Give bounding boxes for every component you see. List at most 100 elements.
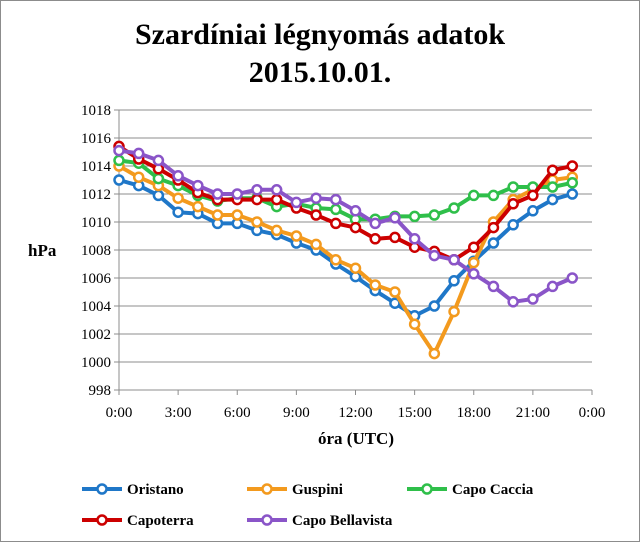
data-point — [172, 170, 184, 182]
data-point — [448, 275, 460, 287]
data-point — [487, 237, 500, 249]
legend-label: Capoterra — [127, 513, 194, 529]
data-point — [192, 179, 204, 192]
legend-label: Oristano — [127, 482, 184, 498]
y-tick-label: 1014 — [81, 159, 112, 175]
data-point — [428, 347, 441, 360]
legend-swatch-marker — [96, 514, 108, 526]
data-point — [349, 205, 362, 217]
data-point — [310, 238, 322, 251]
data-point — [310, 209, 322, 221]
series-0 — [113, 174, 579, 322]
data-point — [389, 297, 401, 309]
data-point — [270, 224, 283, 237]
data-point — [487, 280, 500, 293]
data-point — [132, 171, 145, 183]
data-point — [132, 147, 145, 160]
legend-swatch-marker — [96, 483, 108, 495]
data-point — [369, 217, 381, 230]
gridlines — [119, 109, 592, 391]
data-point — [330, 203, 342, 216]
legend-label: Capo Bellavista — [292, 513, 393, 529]
x-tick-label: 15:00 — [398, 405, 432, 421]
x-tick-label: 18:00 — [457, 405, 491, 421]
data-point — [113, 174, 125, 186]
legend-item: Oristano — [82, 482, 184, 498]
legend: Oristano Guspini Capo Caccia Capoterra Capo … — [82, 482, 534, 529]
data-point — [330, 254, 342, 266]
data-point — [330, 193, 342, 206]
data-point — [211, 209, 224, 221]
data-point — [389, 286, 401, 298]
data-point — [507, 296, 519, 308]
data-point — [566, 160, 579, 172]
y-tick-label: 1010 — [81, 215, 111, 231]
data-point — [389, 212, 401, 224]
y-tick-label: 1018 — [81, 103, 111, 119]
y-tick-label: 1012 — [81, 187, 111, 203]
y-tick-label: 1016 — [81, 131, 112, 147]
x-tick-label: 6:00 — [224, 405, 251, 421]
legend-item: Capo Bellavista — [247, 513, 393, 529]
data-point — [468, 189, 480, 202]
x-tick-label: 12:00 — [338, 405, 372, 421]
data-point — [428, 300, 441, 312]
data-point — [408, 233, 421, 245]
y-axis-ticks: 998 1000 1002 1004 1006 1008 1010 1012 1014 1016 1… — [81, 103, 119, 399]
data-point — [172, 206, 184, 218]
legend-item: Guspini — [247, 482, 343, 498]
data-point — [349, 221, 362, 234]
data-point — [172, 192, 184, 204]
x-tick-label: 0:00 — [579, 405, 606, 421]
data-point — [487, 221, 500, 234]
series-1 — [113, 160, 579, 360]
legend-swatch-marker — [261, 483, 273, 495]
data-point — [546, 193, 559, 206]
data-point — [448, 202, 460, 214]
data-point — [566, 188, 579, 200]
y-tick-label: 1000 — [81, 355, 111, 371]
legend-item: Capo Caccia — [407, 482, 534, 498]
data-point — [152, 189, 165, 202]
data-point — [507, 198, 519, 210]
y-tick-label: 1006 — [81, 271, 112, 287]
data-point — [152, 154, 165, 167]
data-point — [251, 216, 263, 228]
data-point — [408, 318, 421, 330]
data-point — [507, 219, 519, 231]
data-point — [369, 233, 381, 245]
data-point — [270, 193, 283, 206]
y-tick-label: 1002 — [81, 327, 111, 343]
data-point — [468, 241, 480, 253]
data-point — [546, 280, 559, 293]
chart-title-line-2: 2015.10.01. — [249, 56, 392, 89]
data-point — [468, 268, 480, 280]
data-point — [566, 272, 579, 284]
data-point — [546, 181, 559, 193]
x-tick-label: 3:00 — [165, 405, 192, 421]
data-point — [231, 209, 243, 221]
x-tick-label: 0:00 — [106, 405, 133, 421]
data-point — [349, 262, 362, 274]
data-point — [527, 293, 539, 305]
x-axis-ticks: 0:00 3:00 6:00 9:00 12:00 15:00 18:00 21:00 0:00 — [106, 390, 606, 421]
data-point — [369, 279, 381, 291]
data-point — [211, 188, 224, 200]
data-point — [566, 177, 579, 189]
data-point — [113, 144, 125, 157]
legend-item: Capoterra — [82, 513, 194, 529]
data-point — [113, 154, 125, 167]
y-tick-label: 1008 — [81, 243, 111, 259]
x-axis-title: óra (UTC) — [318, 429, 394, 448]
series-group — [113, 140, 579, 360]
data-point — [487, 189, 500, 202]
data-point — [428, 209, 441, 221]
legend-swatch-marker — [421, 483, 433, 495]
x-tick-label: 21:00 — [516, 405, 550, 421]
data-point — [152, 172, 165, 185]
data-point — [231, 188, 243, 200]
data-point — [408, 210, 421, 223]
data-point — [330, 217, 342, 230]
